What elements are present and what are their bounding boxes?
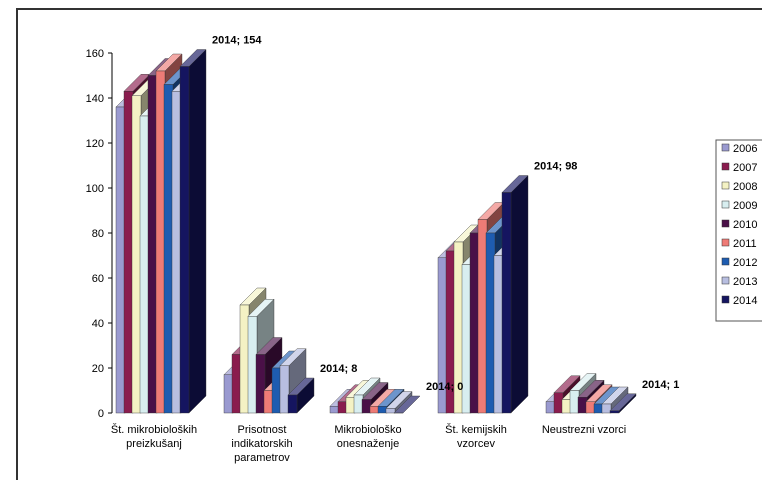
y-tick-label: 100 — [86, 183, 104, 195]
bar-front — [163, 84, 174, 414]
bar-front — [353, 394, 364, 414]
bar-front — [545, 401, 556, 414]
y-tick-label: 40 — [92, 318, 104, 330]
bar-front — [147, 75, 158, 414]
data-annotation: 2014; 0 — [426, 381, 463, 393]
bar-front — [493, 255, 504, 414]
bar-front — [179, 66, 190, 414]
legend-swatch — [721, 143, 730, 152]
category-label: Prisotnost indikatorskih parametrov — [231, 424, 292, 464]
bar-front — [461, 264, 472, 414]
legend-label: 2010 — [733, 219, 757, 231]
bar-front — [361, 399, 372, 414]
bar-front — [377, 406, 388, 414]
data-annotation: 2014; 1 — [642, 379, 679, 391]
bar-front — [171, 91, 182, 414]
bar-front — [369, 406, 380, 414]
bar-front — [345, 397, 356, 414]
y-axis: 0 20 40 60 80 100 120 140 160 — [86, 48, 113, 420]
bar-front — [131, 95, 142, 414]
bar-front — [287, 394, 298, 414]
bars — [115, 49, 637, 414]
bar-front — [485, 232, 496, 414]
bar-front — [337, 401, 348, 414]
bar-front — [155, 70, 166, 414]
bar-side — [510, 175, 529, 414]
y-tick-label: 160 — [86, 48, 104, 60]
bar-front — [231, 354, 242, 414]
legend-swatch — [721, 181, 730, 190]
bar-front — [247, 316, 258, 414]
category-label: Št. kemijskih vzorcev — [445, 423, 507, 450]
annotations: 2014; 154 2014; 8 2014; 0 2014; 98 2014; 1 — [212, 35, 679, 394]
bar-front — [239, 304, 250, 414]
category-label: Neustrezni vzorci — [542, 424, 626, 436]
legend: 2006 2007 2008 2009 2010 2011 2012 2013 2014 — [715, 139, 762, 322]
data-annotation: 2014; 98 — [534, 161, 577, 173]
legend-label: 2014 — [733, 295, 757, 307]
category-labels: Št. mikrobioloških preizkušanj Prisotnost i… — [111, 423, 626, 464]
bar-front — [585, 401, 596, 414]
y-tick-label: 120 — [86, 138, 104, 150]
bar-side — [188, 49, 207, 414]
y-tick-label: 20 — [92, 363, 104, 375]
y-tick-label: 80 — [92, 228, 104, 240]
bar-front — [593, 403, 604, 414]
legend-swatch — [721, 295, 730, 304]
y-tick-label: 60 — [92, 273, 104, 285]
bar-front — [139, 115, 150, 414]
bar-front — [601, 403, 612, 414]
bar-front — [115, 106, 126, 414]
legend-swatch — [721, 276, 730, 285]
y-tick-label: 0 — [98, 408, 104, 420]
bar-front — [569, 390, 580, 414]
bar-front — [561, 399, 572, 414]
legend-label: 2006 — [733, 143, 757, 155]
legend-label: 2008 — [733, 181, 757, 193]
bar-front — [123, 91, 134, 414]
legend-swatch — [721, 219, 730, 228]
bar-front — [553, 392, 564, 414]
legend-swatch — [721, 257, 730, 266]
category-label: Mikrobiološko onesnaženje — [334, 424, 401, 450]
bar-front — [263, 390, 274, 414]
bar-2014-cat-4 — [609, 393, 637, 414]
data-annotation: 2014; 154 — [212, 35, 262, 47]
bar-front — [329, 406, 340, 414]
bar-front — [385, 408, 396, 414]
legend-label: 2013 — [733, 276, 757, 288]
legend-swatch — [721, 162, 730, 171]
legend-swatch — [721, 200, 730, 209]
legend-label: 2007 — [733, 162, 757, 174]
bar-front — [577, 397, 588, 414]
bar-front — [469, 232, 480, 414]
bar-front — [609, 410, 620, 414]
bar-2014-cat-0 — [179, 49, 207, 414]
bar-front — [271, 367, 282, 414]
data-annotation: 2014; 8 — [320, 363, 357, 375]
bar-2014-cat-2 — [393, 395, 421, 414]
bar-2014-cat-3 — [501, 175, 529, 414]
bar-front — [223, 374, 234, 414]
bar-front — [279, 365, 290, 414]
legend-label: 2011 — [733, 238, 757, 250]
bar-front — [477, 219, 488, 414]
legend-swatch — [721, 238, 730, 247]
bar-front — [501, 192, 512, 414]
chart-frame — [16, 8, 762, 480]
bar-2014-cat-1 — [287, 377, 315, 414]
bar-front — [255, 354, 266, 414]
category-label: Št. mikrobioloških preizkušanj — [111, 423, 197, 450]
legend-label: 2012 — [733, 257, 757, 269]
legend-label: 2009 — [733, 200, 757, 212]
y-tick-label: 140 — [86, 93, 104, 105]
